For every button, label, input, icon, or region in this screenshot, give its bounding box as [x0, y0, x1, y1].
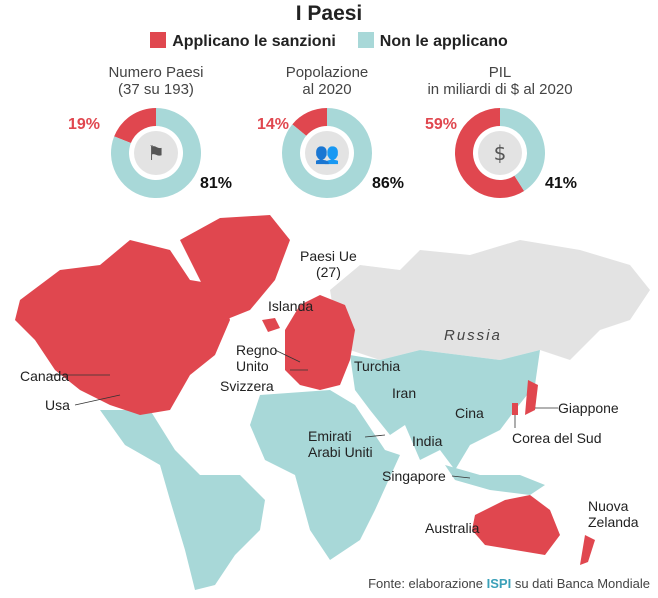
- donut-center: [305, 131, 349, 175]
- flags-icon: ⚑: [147, 141, 165, 165]
- people-icon: 👥: [315, 141, 340, 165]
- legend-item-sanctions: Applicano le sanzioni: [150, 32, 336, 51]
- legend-label: Non le applicano: [379, 33, 508, 50]
- label-eu: Paesi Ue (27): [300, 248, 357, 280]
- australia: [472, 495, 560, 555]
- source-note: Fonte: elaborazione ISPI su dati Banca M…: [368, 576, 650, 591]
- russia: [330, 240, 650, 360]
- label-canada: Canada: [20, 368, 70, 384]
- donut-label-b: 86%: [372, 175, 405, 192]
- donut-center: [478, 131, 522, 175]
- label-australia: Australia: [425, 520, 480, 536]
- leader-lines: [50, 349, 558, 479]
- label-iran: Iran: [392, 385, 417, 401]
- latin-america: [100, 410, 265, 590]
- donut-label-b: 81%: [200, 175, 233, 192]
- donut-slice-no-sanctions: [111, 108, 201, 199]
- label-uk: Regno Unito: [236, 342, 278, 374]
- donut-slice-sanctions: [454, 108, 525, 198]
- page-title: I Paesi: [295, 2, 363, 25]
- label-uae: Emirati Arabi Uniti: [308, 428, 373, 460]
- new-zealand: [580, 535, 595, 565]
- legend-item-no-sanctions: Non le applicano: [357, 32, 508, 51]
- greenland: [180, 215, 290, 320]
- map-no-sanctions: [100, 350, 545, 590]
- label-iceland: Islanda: [268, 298, 314, 314]
- donut-label-a: 19%: [68, 116, 101, 133]
- donut-charts: ⚑ 👥 $: [111, 108, 545, 199]
- label-singapore: Singapore: [382, 468, 446, 484]
- donut-title-countries: Numero Paesi (37 su 193): [108, 64, 204, 98]
- iceland: [262, 318, 280, 332]
- asia: [350, 350, 540, 470]
- africa: [250, 390, 400, 560]
- donut-slice-sanctions: [292, 108, 327, 136]
- japan: [525, 380, 538, 415]
- label-korea: Corea del Sud: [512, 430, 602, 446]
- donut-label-b: 41%: [545, 175, 578, 192]
- label-india: India: [412, 433, 443, 449]
- label-switzerland: Svizzera: [220, 378, 274, 394]
- map-no-data: [330, 240, 650, 360]
- europe: [285, 295, 355, 390]
- label-usa: Usa: [45, 397, 70, 413]
- donut-title-gdp: PIL in miliardi di $ al 2020: [427, 64, 573, 98]
- donut-slice-no-sanctions: [500, 108, 545, 191]
- legend-label: Applicano le sanzioni: [172, 33, 336, 50]
- ispi-logo: ISPI: [486, 576, 512, 591]
- donut-label-a: 59%: [425, 116, 458, 133]
- coins-icon: $: [494, 141, 507, 165]
- label-turkey: Turchia: [354, 358, 401, 374]
- indonesia: [445, 465, 545, 495]
- donut-center: [134, 131, 178, 175]
- label-japan: Giappone: [558, 400, 619, 416]
- label-russia: Russia: [444, 327, 502, 344]
- donut-slice-no-sanctions: [282, 108, 372, 198]
- label-new-zealand: Nuova Zelanda: [588, 498, 639, 530]
- donut-slice-sanctions: [114, 108, 156, 144]
- legend: Applicano le sanzioni Non le applicano: [0, 32, 658, 51]
- world-map: [15, 215, 650, 590]
- map-sanctions: [15, 215, 595, 565]
- north-america: [15, 240, 230, 415]
- label-china: Cina: [455, 405, 484, 421]
- donut-title-population: Popolazione al 2020: [285, 64, 369, 98]
- korea: [512, 403, 518, 415]
- donut-label-a: 14%: [257, 116, 290, 133]
